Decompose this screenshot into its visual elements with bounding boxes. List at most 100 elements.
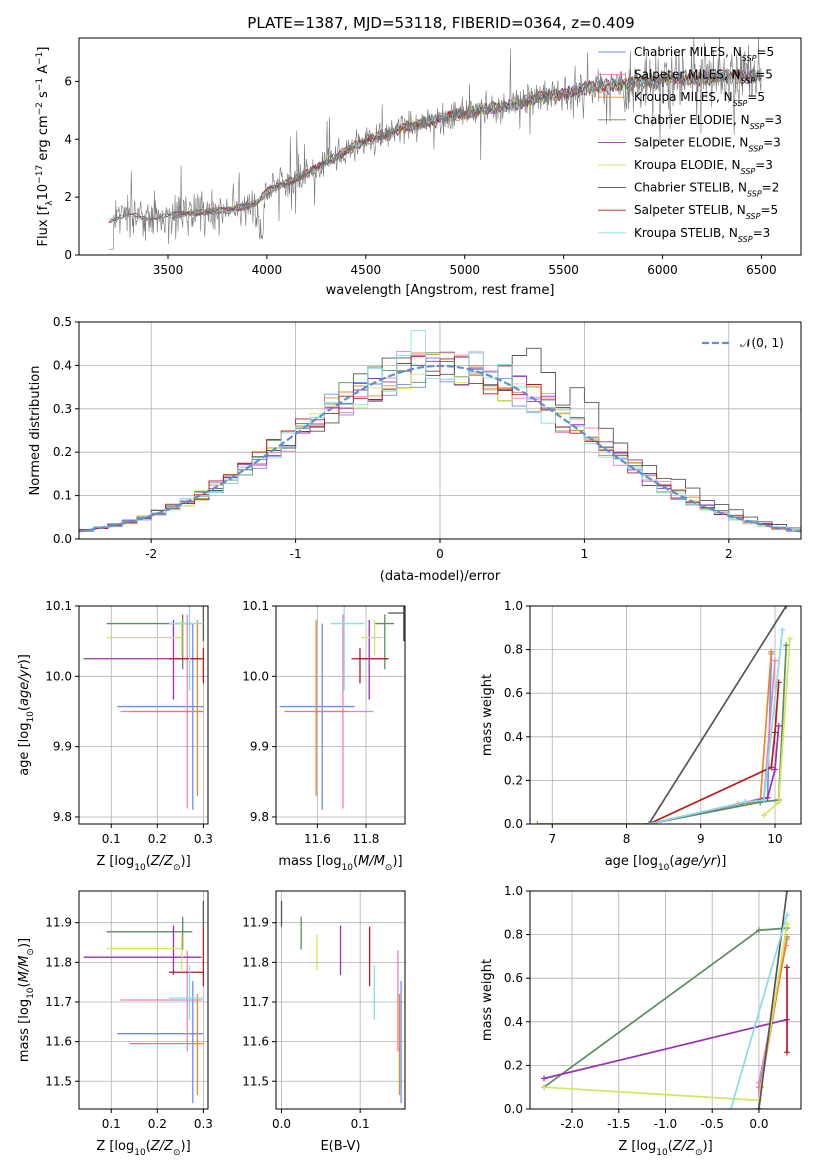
axes-frame	[78, 605, 209, 825]
axes-frame	[275, 605, 406, 825]
cumulative-line-chabrier_stelib	[648, 606, 787, 824]
y-tick-label: 0.4	[504, 730, 523, 744]
x-axis-label: Z [log10(Z/Z⊙)]	[96, 1139, 190, 1158]
x-tick-label: 0.1	[102, 832, 121, 846]
y-axis-label: Flux [fλ10−17 erg cm−2 s−1 A−1]	[35, 47, 55, 247]
cumulative-line-chabrier_miles	[648, 653, 773, 824]
point-chabrier_miles	[117, 623, 204, 810]
y-tick-label: 10.1	[242, 599, 269, 613]
legend-entry-chabrier_miles: Chabrier MILES, NSSP=5	[634, 45, 774, 63]
plot-area-residual_histogram	[79, 330, 801, 533]
cumulative-line-kroupa_stelib	[648, 629, 784, 824]
cumulative-marker-kroupa_miles	[534, 821, 541, 824]
cumulative-marker-kroupa_elodie	[786, 635, 793, 642]
y-tick-label: 11.7	[242, 995, 269, 1009]
point-kroupa_miles	[129, 620, 204, 796]
x-tick-label: 9	[697, 832, 705, 846]
point-salpeter_stelib	[168, 648, 205, 684]
x-tick-label: -2.0	[560, 1117, 583, 1131]
legend-entry-kroupa_elodie: Kroupa ELODIE, NSSP=3	[634, 158, 773, 176]
cumulative-marker-salpeter_stelib	[768, 764, 775, 771]
y-tick-label: 0.0	[504, 1102, 523, 1116]
cumulative-marker-kroupa_elodie	[760, 812, 767, 819]
legend: Chabrier MILES, NSSP=5 Salpeter MILES, NS…	[598, 45, 782, 243]
cumulative-marker-chabrier_stelib	[755, 1106, 762, 1109]
cumulative-marker-salpeter_elodie	[764, 794, 771, 801]
point-salpeter_elodie	[358, 620, 389, 700]
cumulative-marker-salpeter_stelib	[783, 964, 790, 971]
y-tick-label: 11.5	[45, 1074, 72, 1088]
axes-age_vs_Z: 0.1 0.2 0.3 9.8 9.9 10.0 10.1 Z [log10(Z/Z⊙)] ag…	[17, 599, 213, 873]
cumulative-marker-kroupa_stelib	[645, 821, 652, 824]
y-tick-label: 0.0	[504, 817, 523, 831]
x-tick-label: 0	[436, 547, 444, 561]
cumulative-marker-kroupa_stelib	[727, 1106, 734, 1109]
cumulative-marker-chabrier_elodie	[755, 927, 762, 934]
x-tick-label: 6000	[647, 263, 678, 277]
x-axis-label: (data-model)/error	[380, 569, 501, 584]
cumulative-marker-salpeter_elodie	[772, 766, 779, 773]
point-kroupa_stelib	[168, 965, 204, 1020]
y-tick-label: 0.1	[53, 489, 72, 503]
axes-frame	[78, 890, 209, 1110]
cumulative-line-kroupa_stelib	[730, 914, 788, 1109]
x-tick-label: -2	[145, 547, 157, 561]
point-kroupa_miles	[129, 994, 204, 1096]
cumulative-line-salpeter_elodie	[543, 1018, 788, 1080]
cumulative-marker-salpeter_elodie	[775, 722, 782, 729]
y-tick-label: 6	[64, 74, 72, 88]
y-tick-label: 1.0	[504, 884, 523, 898]
x-tick-label: -1	[290, 547, 302, 561]
plot-area-spectrum	[108, 38, 762, 250]
plot-area-age_vs_Z	[83, 606, 205, 810]
cumulative-marker-salpeter_elodie	[541, 1075, 548, 1082]
x-tick-label: 0.1	[102, 1117, 121, 1131]
x-axis-label: Z [log10(Z/Z⊙)]	[96, 854, 190, 873]
y-axis-label: age [log10(age/yr)]	[17, 654, 36, 776]
y-tick-label: 10.0	[45, 669, 72, 683]
x-tick-label: 1	[581, 547, 589, 561]
point-kroupa_miles	[284, 620, 347, 796]
x-tick-label: 2	[725, 547, 733, 561]
y-tick-label: 0.8	[504, 928, 523, 942]
legend-entry-kroupa_miles: Kroupa MILES, NSSP=5	[634, 90, 765, 108]
x-tick-label: 11.6	[304, 832, 331, 846]
axes-mass_vs_Z: 0.1 0.2 0.3 11.5 11.6 11.7 11.8 11.9 Z [log10(Z/…	[17, 890, 213, 1158]
plot-area-mass_vs_ebv	[280, 900, 402, 1104]
point-chabrier_miles	[279, 623, 355, 810]
point-salpeter_elodie	[83, 925, 202, 976]
y-axis-label: mass [log10(M/M⊙)]	[17, 938, 36, 1062]
y-tick-label: 10.0	[242, 669, 269, 683]
axes-frame	[275, 890, 406, 1110]
point-chabrier_miles	[117, 980, 204, 1104]
point-chabrier_elodie	[106, 916, 193, 950]
y-tick-label: 9.9	[53, 740, 72, 754]
x-axis-label: E(B-V)	[320, 1139, 360, 1154]
cumulative-marker-salpeter_miles	[772, 657, 779, 664]
x-tick-label: 6500	[746, 263, 777, 277]
plot-area-weight_vs_Z	[541, 891, 790, 1109]
x-tick-label: -0.5	[701, 1117, 724, 1131]
x-tick-label: 5000	[449, 263, 480, 277]
plot-area-weight_vs_age	[534, 606, 793, 824]
point-kroupa_elodie	[106, 934, 183, 971]
histogram-salpeter_stelib	[79, 356, 801, 532]
cumulative-marker-kroupa_stelib	[779, 626, 786, 633]
cumulative-line-kroupa_miles	[537, 651, 773, 824]
x-tick-label: 0.3	[194, 832, 213, 846]
x-axis-label: mass [log10(M/M⊙)]	[278, 854, 402, 873]
legend: 𝒩(0, 1)	[702, 336, 784, 350]
axes-frame	[78, 37, 802, 256]
point-kroupa_elodie	[361, 620, 384, 656]
cumulative-marker-chabrier_elodie	[783, 642, 790, 649]
x-axis-label: wavelength [Angstrom, rest frame]	[326, 283, 555, 298]
point-kroupa_stelib	[330, 606, 365, 691]
histogram-kroupa_stelib	[79, 330, 801, 532]
observed-spectrum	[108, 38, 762, 250]
y-tick-label: 11.5	[242, 1074, 269, 1088]
x-tick-label: 0.2	[148, 1117, 167, 1131]
y-tick-label: 11.6	[45, 1035, 72, 1049]
y-tick-label: 0.2	[53, 445, 72, 459]
axes-weight_vs_Z: -2.0 -1.5 -1.0 -0.5 0.0 0.0 0.2 0.4 0.6 0.8 1.0 Z […	[480, 884, 802, 1158]
y-tick-label: 0.4	[504, 1015, 523, 1029]
